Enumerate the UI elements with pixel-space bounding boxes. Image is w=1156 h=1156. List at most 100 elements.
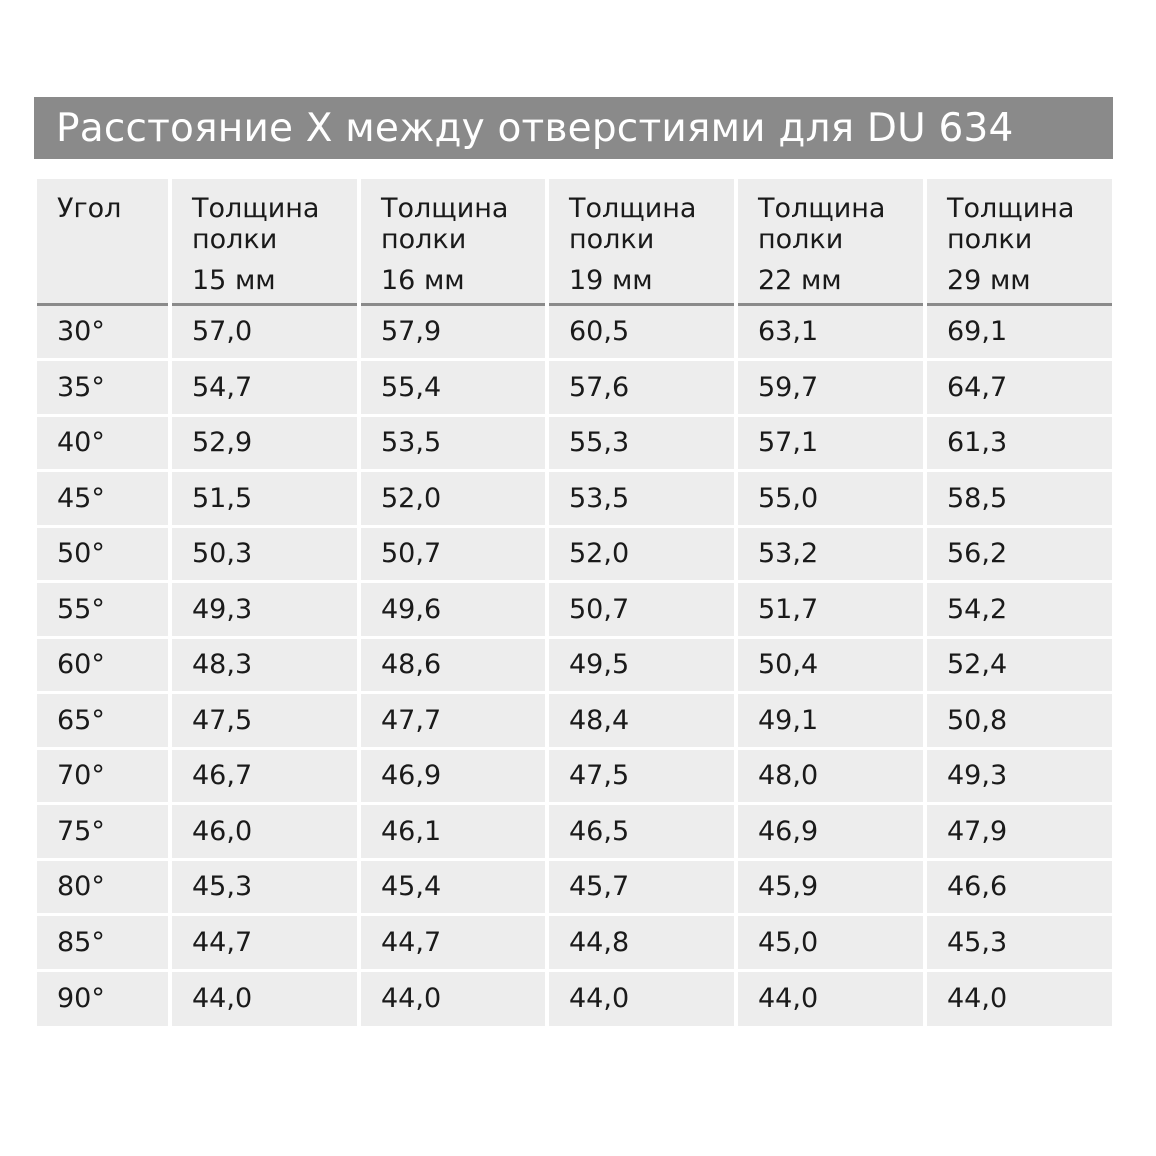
distance-cell: 50,4: [736, 637, 927, 694]
table-row: 90° 44,0 44,0 44,0 44,0 44,0: [37, 970, 1112, 1026]
column-header-thickness: Толщина полки 22 мм: [736, 179, 927, 306]
column-header-thickness: Толщина полки 29 мм: [925, 179, 1112, 306]
angle-cell: 85°: [37, 914, 172, 972]
angle-cell: 60°: [37, 637, 172, 694]
distance-cell: 45,3: [170, 859, 361, 916]
distance-cell: 44,0: [170, 970, 361, 1026]
distance-cell: 46,9: [359, 748, 549, 805]
angle-cell: 45°: [37, 470, 172, 528]
distance-cell: 45,9: [736, 859, 927, 916]
distance-cell: 52,0: [547, 526, 738, 583]
distance-cell: 45,0: [736, 914, 927, 972]
angle-cell: 65°: [37, 692, 172, 750]
distance-cell: 47,5: [170, 692, 361, 750]
column-header-line1: Толщина: [192, 193, 320, 224]
table-row: 55° 49,3 49,6 50,7 51,7 54,2: [37, 581, 1112, 639]
distance-cell: 49,1: [736, 692, 927, 750]
distance-cell: 47,7: [359, 692, 549, 750]
table-row: 30° 57,0 57,9 60,5 63,1 69,1: [37, 304, 1112, 361]
angle-cell: 75°: [37, 803, 172, 861]
distance-cell: 50,8: [925, 692, 1112, 750]
distance-cell: 45,4: [359, 859, 549, 916]
title-bar: Расстояние X между отверстиями для DU 63…: [34, 97, 1113, 159]
distance-cell: 49,3: [925, 748, 1112, 805]
column-header-line1: Толщина: [758, 193, 886, 224]
distance-cell: 57,9: [359, 304, 549, 361]
column-header-angle: Угол: [37, 179, 172, 306]
page-title: Расстояние X между отверстиями для DU 63…: [56, 105, 1014, 151]
distance-cell: 61,3: [925, 415, 1112, 472]
distance-cell: 49,3: [170, 581, 361, 639]
distance-cell: 46,5: [547, 803, 738, 861]
distance-cell: 58,5: [925, 470, 1112, 528]
distance-cell: 59,7: [736, 359, 927, 417]
table-row: 35° 54,7 55,4 57,6 59,7 64,7: [37, 359, 1112, 417]
distance-cell: 55,0: [736, 470, 927, 528]
distance-cell: 45,7: [547, 859, 738, 916]
distance-cell: 54,2: [925, 581, 1112, 639]
angle-cell: 40°: [37, 415, 172, 472]
column-header-line1: Толщина: [947, 193, 1075, 224]
distance-cell: 46,6: [925, 859, 1112, 916]
distance-cell: 56,2: [925, 526, 1112, 583]
distance-cell: 46,1: [359, 803, 549, 861]
angle-cell: 80°: [37, 859, 172, 916]
column-header-line2: полки: [569, 224, 655, 255]
distance-cell: 44,7: [170, 914, 361, 972]
distance-cell: 55,4: [359, 359, 549, 417]
column-header-line2: полки: [192, 224, 278, 255]
column-header-line1: Толщина: [569, 193, 697, 224]
distance-cell: 48,3: [170, 637, 361, 694]
column-header-line2: полки: [381, 224, 467, 255]
distance-cell: 54,7: [170, 359, 361, 417]
distance-cell: 47,9: [925, 803, 1112, 861]
column-header-line1: Толщина: [381, 193, 509, 224]
column-header-line3: 16 мм: [381, 265, 465, 296]
distance-cell: 63,1: [736, 304, 927, 361]
distance-cell: 45,3: [925, 914, 1112, 972]
distance-cell: 52,9: [170, 415, 361, 472]
distance-cell: 51,7: [736, 581, 927, 639]
distance-cell: 48,6: [359, 637, 549, 694]
distance-cell: 53,5: [547, 470, 738, 528]
table-row: 80° 45,3 45,4 45,7 45,9 46,6: [37, 859, 1112, 916]
distance-cell: 50,7: [359, 526, 549, 583]
distance-cell: 49,5: [547, 637, 738, 694]
column-header-line3: 19 мм: [569, 265, 653, 296]
header-row: Угол Толщина полки 15 мм Толщина полки 16 мм То…: [37, 179, 1112, 306]
distance-cell: 69,1: [925, 304, 1112, 361]
column-header-line3: 22 мм: [758, 265, 842, 296]
column-header-line2: полки: [758, 224, 844, 255]
angle-cell: 30°: [37, 304, 172, 361]
distance-cell: 49,6: [359, 581, 549, 639]
distance-cell: 44,0: [547, 970, 738, 1026]
column-header-line2: полки: [947, 224, 1033, 255]
angle-cell: 70°: [37, 748, 172, 805]
distance-cell: 48,0: [736, 748, 927, 805]
column-header-thickness: Толщина полки 15 мм: [170, 179, 361, 306]
distance-cell: 50,7: [547, 581, 738, 639]
table-row: 40° 52,9 53,5 55,3 57,1 61,3: [37, 415, 1112, 472]
column-header-line3: 29 мм: [947, 265, 1031, 296]
table-row: 75° 46,0 46,1 46,5 46,9 47,9: [37, 803, 1112, 861]
distance-cell: 44,7: [359, 914, 549, 972]
table-row: 85° 44,7 44,7 44,8 45,0 45,3: [37, 914, 1112, 972]
table-row: 60° 48,3 48,6 49,5 50,4 52,4: [37, 637, 1112, 694]
distance-cell: 52,0: [359, 470, 549, 528]
column-header-line1: Угол: [57, 193, 122, 224]
distance-cell: 46,7: [170, 748, 361, 805]
table-row: 65° 47,5 47,7 48,4 49,1 50,8: [37, 692, 1112, 750]
distance-cell: 57,6: [547, 359, 738, 417]
distance-cell: 53,5: [359, 415, 549, 472]
distance-cell: 60,5: [547, 304, 738, 361]
distance-cell: 50,3: [170, 526, 361, 583]
column-header-thickness: Толщина полки 16 мм: [359, 179, 549, 306]
distance-cell: 47,5: [547, 748, 738, 805]
distance-cell: 44,0: [736, 970, 927, 1026]
distance-cell: 52,4: [925, 637, 1112, 694]
table-row: 50° 50,3 50,7 52,0 53,2 56,2: [37, 526, 1112, 583]
distance-table: Угол Толщина полки 15 мм Толщина полки 16 мм То…: [37, 179, 1112, 1026]
angle-cell: 90°: [37, 970, 172, 1026]
table-row: 70° 46,7 46,9 47,5 48,0 49,3: [37, 748, 1112, 805]
angle-cell: 50°: [37, 526, 172, 583]
